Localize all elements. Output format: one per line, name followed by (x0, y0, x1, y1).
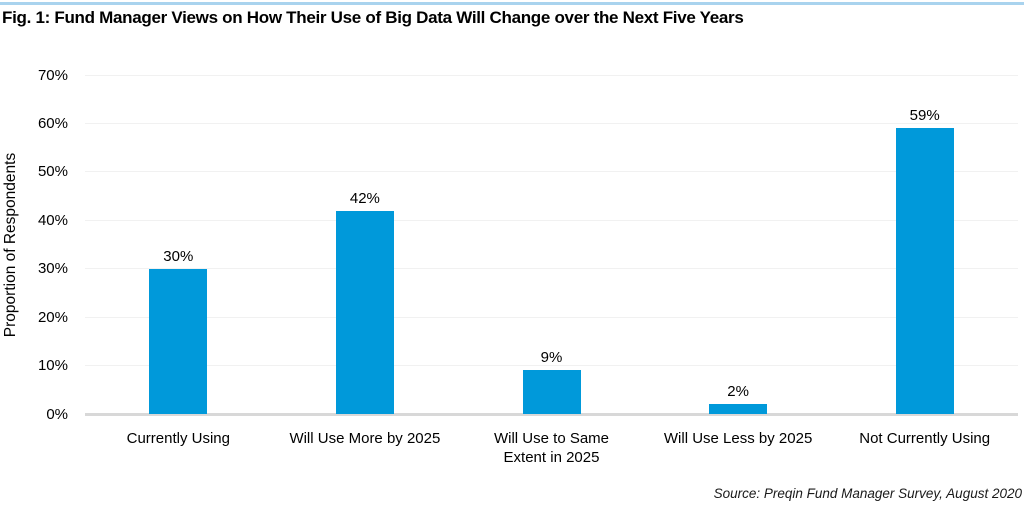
x-axis-category-label: Will Use to Same Extent in 2025 (457, 429, 647, 467)
gridline (85, 122, 1018, 124)
source-note: Source: Preqin Fund Manager Survey, Augu… (713, 486, 1022, 501)
y-axis-tick-label: 20% (37, 308, 68, 326)
x-axis-category-label-line: Will Use More by 2025 (289, 430, 441, 447)
bar (522, 370, 581, 414)
gridline (85, 74, 1018, 76)
top-accent-rule (0, 2, 1024, 5)
y-axis-tick-label: 50% (37, 163, 68, 181)
x-axis-category-label: Not Currently Using (830, 429, 1020, 448)
chart-title: Fig. 1: Fund Manager Views on How Their … (2, 8, 744, 27)
y-axis-tick-label: 0% (46, 405, 68, 423)
x-axis-category-label-line: Will Use to Same (493, 430, 610, 447)
y-axis-tick-label: 40% (37, 211, 68, 229)
bar-value-label: 30% (163, 247, 194, 265)
x-axis-baseline (85, 413, 1018, 416)
bar (895, 128, 954, 414)
y-axis-tick-label: 60% (37, 114, 68, 132)
gridline (85, 171, 1018, 173)
x-axis-category-label: Currently Using (83, 429, 273, 448)
y-axis-tick-label: 70% (37, 66, 68, 84)
bar-value-label: 2% (727, 383, 749, 401)
x-axis-category-label-line: Not Currently Using (859, 430, 991, 447)
x-axis-category-label-line: Currently Using (126, 430, 230, 447)
y-axis-tick-label: 10% (37, 357, 68, 375)
bar (335, 210, 394, 414)
x-axis-category-label: Will Use More by 2025 (270, 429, 460, 448)
x-axis-category-label: Will Use Less by 2025 (643, 429, 833, 448)
bar (149, 268, 208, 414)
gridline (85, 268, 1018, 270)
bar (709, 404, 768, 414)
x-axis-category-label-line: Extent in 2025 (503, 449, 600, 466)
bar-value-label: 59% (909, 107, 940, 125)
gridline (85, 316, 1018, 318)
y-axis-tick-label: 30% (37, 260, 68, 278)
bar-value-label: 9% (540, 349, 563, 367)
bar-value-label: 42% (349, 189, 380, 207)
gridline (85, 219, 1018, 221)
gridline (85, 365, 1018, 367)
x-axis-category-label-line: Will Use Less by 2025 (663, 430, 813, 447)
